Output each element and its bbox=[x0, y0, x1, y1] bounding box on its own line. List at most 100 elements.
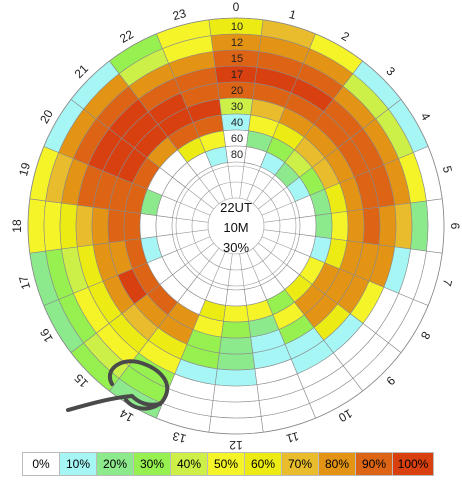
grid-spoke bbox=[172, 217, 209, 223]
hour-label: 0 bbox=[233, 0, 240, 14]
heatmap-cell-h18-r15 bbox=[59, 202, 78, 250]
center-label: 10M bbox=[223, 220, 248, 235]
grid-spoke bbox=[176, 201, 211, 216]
legend-item: 90% bbox=[356, 453, 393, 475]
grid-spoke bbox=[211, 251, 226, 286]
hour-label: 13 bbox=[171, 429, 188, 446]
grid-ring bbox=[191, 181, 281, 271]
legend-item: 10% bbox=[60, 453, 97, 475]
hour-label: 11 bbox=[284, 429, 300, 446]
center-label: 30% bbox=[223, 240, 249, 255]
hour-label: 22 bbox=[117, 27, 136, 46]
legend-item: 0% bbox=[23, 453, 60, 475]
legend-item: 20% bbox=[97, 453, 134, 475]
grid-ring bbox=[175, 165, 297, 287]
hour-label: 14 bbox=[117, 406, 136, 425]
grid-spoke bbox=[239, 162, 245, 199]
grid-spoke bbox=[239, 253, 245, 290]
grid-spoke bbox=[261, 201, 296, 216]
hour-label: 8 bbox=[418, 329, 434, 342]
grid-spoke bbox=[185, 242, 214, 266]
heatmap-cell-h6-r40 bbox=[330, 211, 349, 241]
hour-label: 23 bbox=[171, 6, 188, 23]
hour-label: 20 bbox=[37, 107, 56, 126]
grid-spoke bbox=[227, 162, 233, 199]
heatmap-cell-h18-r10 bbox=[27, 198, 46, 254]
hour-label: 18 bbox=[10, 219, 24, 233]
heatmap-cell-h12-r17 bbox=[214, 368, 258, 387]
grid-spoke bbox=[261, 236, 296, 251]
hour-label: 4 bbox=[418, 110, 434, 123]
ring-label: 80 bbox=[231, 149, 243, 161]
heatmap-cell-h6-r17 bbox=[378, 204, 397, 248]
heatmap-cell-h18-r20 bbox=[91, 206, 110, 246]
center-label: 22UT bbox=[220, 200, 252, 215]
grid-spoke bbox=[196, 248, 220, 277]
grid-spoke bbox=[258, 242, 287, 266]
grid-spoke bbox=[263, 217, 300, 223]
hour-label: 6 bbox=[448, 223, 462, 230]
ring-label: 10 bbox=[231, 21, 243, 33]
heatmap-cell-h18-r17 bbox=[75, 204, 94, 248]
grid-spoke bbox=[172, 229, 209, 235]
grid-spoke bbox=[252, 248, 276, 277]
legend-item: 100% bbox=[393, 453, 433, 475]
heatmap-cell-h12-r60 bbox=[223, 304, 249, 323]
legend-item: 70% bbox=[282, 453, 319, 475]
heatmap-cell-h18-r60 bbox=[139, 213, 158, 239]
ring-label: 30 bbox=[231, 101, 243, 113]
legend-item: 60% bbox=[245, 453, 282, 475]
heatmap-cells bbox=[27, 17, 445, 435]
grid-spoke bbox=[211, 166, 226, 201]
grid-spoke bbox=[246, 251, 261, 286]
heatmap-cell-h12-r80 bbox=[225, 289, 247, 307]
inner-grid bbox=[172, 162, 300, 290]
legend-item: 40% bbox=[171, 453, 208, 475]
legend-item: 30% bbox=[134, 453, 171, 475]
hour-label: 9 bbox=[383, 373, 398, 388]
legend-item: 80% bbox=[319, 453, 356, 475]
heatmap-cell-h18-r40 bbox=[123, 211, 142, 241]
hour-label: 17 bbox=[16, 274, 33, 291]
outer-border bbox=[27, 17, 445, 435]
heatmap-cell-h12-r40 bbox=[221, 320, 251, 339]
heatmap-cell-h6-r20 bbox=[362, 206, 381, 246]
ring-label: 20 bbox=[231, 85, 243, 97]
legend-item: 50% bbox=[208, 453, 245, 475]
grid-spoke bbox=[227, 253, 233, 290]
hour-label: 10 bbox=[336, 406, 355, 425]
hour-label: 2 bbox=[339, 29, 352, 45]
ring-label: 40 bbox=[231, 117, 243, 129]
grid-spoke bbox=[252, 175, 276, 204]
hour-label: 3 bbox=[383, 64, 398, 79]
ring-label: 17 bbox=[231, 69, 243, 81]
grid-ring bbox=[207, 197, 265, 255]
grid-spoke bbox=[176, 236, 211, 251]
heatmap-cell-h18-r12 bbox=[43, 200, 62, 252]
hour-label: 1 bbox=[288, 7, 298, 22]
hour-label: 19 bbox=[16, 161, 33, 178]
hour-label: 16 bbox=[37, 326, 56, 345]
heatmap-cell-h18-r30 bbox=[107, 208, 126, 244]
hour-label: 5 bbox=[440, 164, 455, 174]
heatmap-cell-h18-r80 bbox=[155, 215, 173, 237]
grid-spoke bbox=[196, 175, 220, 204]
color-legend: 0% 10% 20% 30% 40% 50% 60% 70% 80% 90% 100% bbox=[22, 452, 434, 476]
heatmap-cell-h6-r12 bbox=[410, 200, 429, 252]
grid-spoke bbox=[263, 229, 300, 235]
hand-drawn-annotation bbox=[66, 359, 170, 412]
hour-label: 15 bbox=[71, 371, 91, 391]
grid-spoke bbox=[258, 186, 287, 210]
hour-label: 21 bbox=[72, 61, 92, 81]
heatmap-cell-h6-r15 bbox=[394, 202, 413, 250]
heatmap-cell-h6-r80 bbox=[299, 215, 317, 237]
hour-label: 7 bbox=[440, 278, 455, 288]
ring-label: 60 bbox=[231, 133, 243, 145]
heatmap-cell-h12-r12 bbox=[210, 400, 262, 419]
heatmap-cell-h6-r10 bbox=[426, 198, 445, 254]
heatmap-cell-h12-r20 bbox=[216, 352, 256, 371]
heatmap-cell-h12-r10 bbox=[208, 416, 264, 435]
ring-label: 12 bbox=[231, 37, 243, 49]
heatmap-cell-h12-r15 bbox=[212, 384, 260, 403]
